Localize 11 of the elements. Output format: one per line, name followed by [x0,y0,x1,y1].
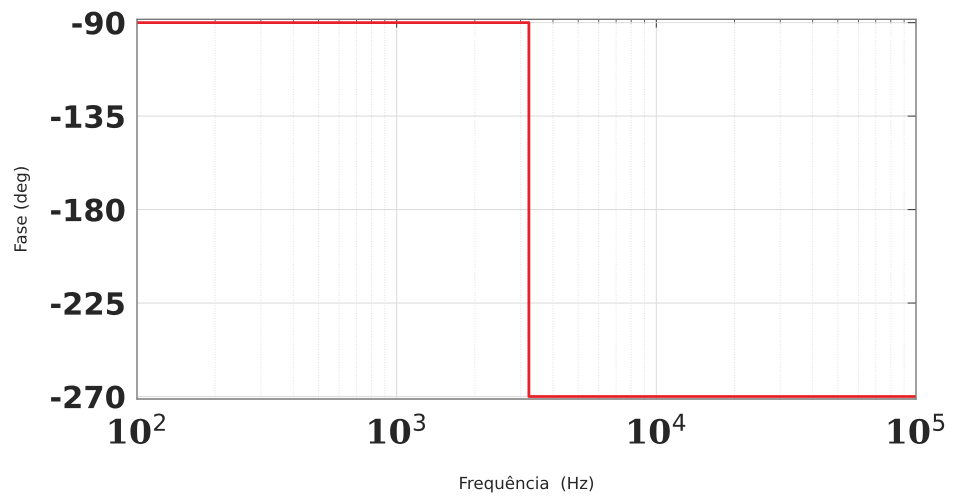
y-tick-label: -225 [51,292,124,316]
y-tick-label: -90 [72,12,124,35]
y-tick-label: -180 [51,198,124,222]
y-tick-label: -270 [51,385,124,409]
x-tick-label: 10$^{4}$ [629,414,686,444]
x-axis-title: Frequência (Hz) [460,476,594,492]
x-tick-label: 10$^{3}$ [369,413,426,444]
x-tick-label: 10$^{2}$ [110,413,165,444]
y-tick-label: -135 [51,105,124,128]
y-axis-title: Fase (deg) [14,167,30,251]
x-tick-label: 10$^{5}$ [888,414,944,444]
